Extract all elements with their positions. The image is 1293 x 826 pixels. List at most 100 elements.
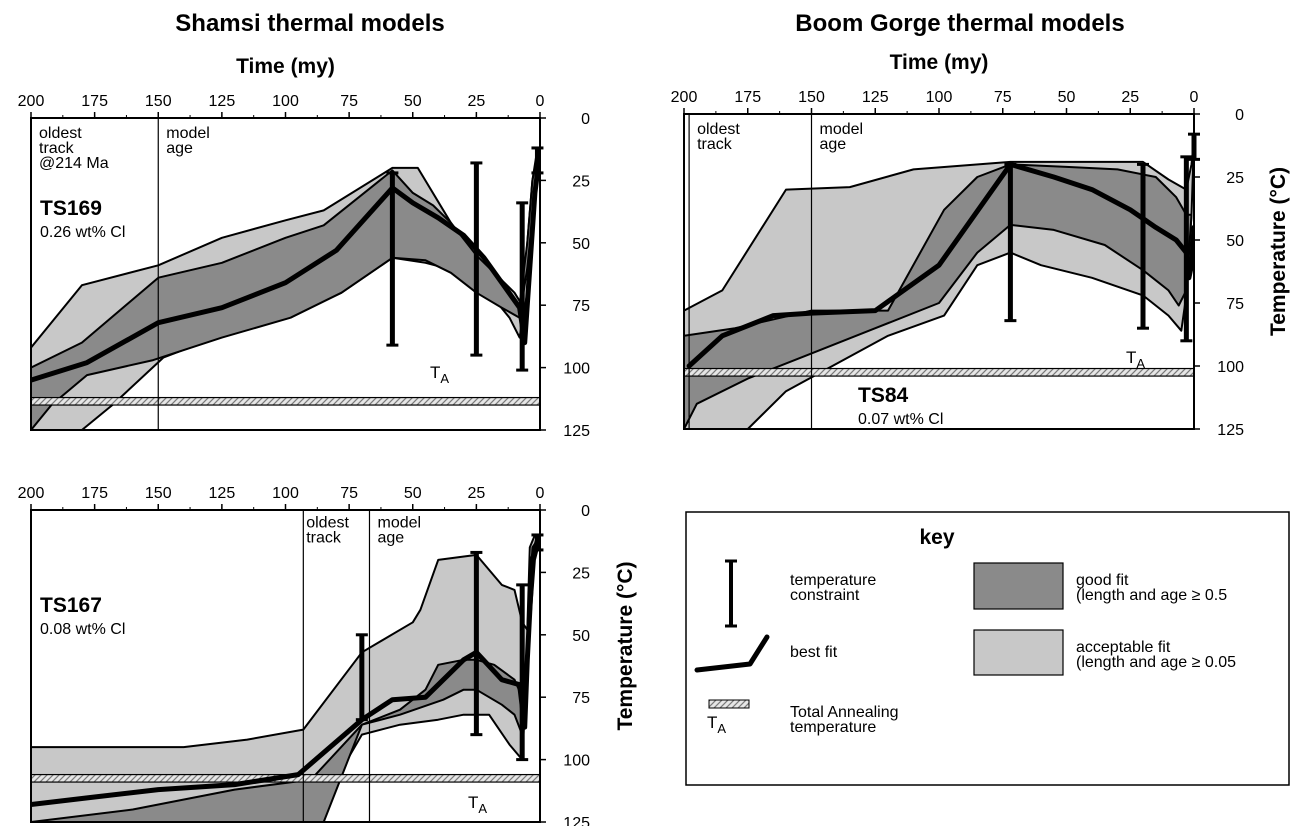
left-title: Shamsi thermal models — [175, 10, 445, 37]
annotation-text: age — [166, 140, 193, 157]
annealing-band — [31, 396, 540, 406]
temperature-constraint — [1137, 162, 1149, 330]
y-tick-label: 100 — [563, 361, 590, 378]
y-tick-label: 0 — [581, 111, 590, 128]
x-tick-label: 125 — [209, 485, 236, 502]
x-tick-label: 0 — [536, 93, 545, 110]
annotation-text: track — [306, 529, 342, 546]
annotation-text: age — [377, 529, 404, 546]
temperature-constraint — [1180, 155, 1193, 343]
chlorine-content: 0.26 wt% Cl — [40, 224, 125, 241]
annealing-label: TA — [1126, 348, 1145, 371]
annealing-subscript: A — [440, 371, 449, 386]
annealing-band — [684, 367, 1194, 377]
x-tick-label: 75 — [994, 89, 1012, 106]
y-tick-label: 25 — [1226, 170, 1244, 187]
y-tick-label: 25 — [572, 173, 590, 190]
y-axis-title: Temperature (°C) — [1267, 167, 1290, 336]
x-tick-label: 25 — [1121, 89, 1139, 106]
annealing-subscript: A — [1136, 356, 1145, 371]
sample-name: TS167 — [40, 594, 102, 617]
x-tick-label: 50 — [404, 485, 422, 502]
plot-area — [31, 510, 540, 822]
key-annealing-subscript: A — [717, 721, 726, 736]
x-tick-label: 150 — [145, 485, 172, 502]
y-tick-label: 125 — [563, 423, 590, 440]
temperature-constraint — [516, 201, 529, 372]
good-fit-area — [31, 539, 540, 822]
x-tick-label: 25 — [467, 485, 485, 502]
x-tick-label: 175 — [734, 89, 761, 106]
x-tick-label: 75 — [340, 93, 358, 110]
key-acceptable-fit-swatch — [973, 629, 1064, 676]
acceptable-fit-area — [31, 534, 540, 822]
x-axis-title: Time (my) — [236, 55, 335, 78]
x-tick-label: 200 — [18, 485, 45, 502]
x-tick-label: 175 — [81, 93, 108, 110]
y-axis-title: Temperature (°C) — [614, 561, 637, 730]
sample-name: TS169 — [40, 197, 102, 220]
key-annealing-swatch — [708, 699, 750, 709]
right-title: Boom Gorge thermal models — [795, 10, 1125, 37]
x-tick-label: 75 — [340, 485, 358, 502]
x-tick-label: 100 — [926, 89, 953, 106]
temperature-constraint — [355, 633, 368, 722]
x-tick-label: 200 — [671, 89, 698, 106]
key-title: key — [919, 526, 954, 549]
annealing-subscript: A — [478, 801, 487, 816]
annotation-text: track — [39, 140, 75, 157]
y-tick-label: 25 — [572, 565, 590, 582]
x-tick-label: 125 — [862, 89, 889, 106]
annotation-text: model — [166, 125, 210, 142]
plot-area — [31, 118, 540, 430]
x-tick-label: 150 — [145, 93, 172, 110]
y-tick-label: 75 — [572, 298, 590, 315]
key-constraint-label: temperature — [790, 572, 876, 589]
x-tick-label: 150 — [798, 89, 825, 106]
key-acceptable-fit-label: acceptable fit — [1076, 639, 1171, 656]
y-tick-label: 100 — [563, 753, 590, 770]
x-axis-title: Time (my) — [890, 51, 989, 74]
x-tick-label: 50 — [404, 93, 422, 110]
temperature-constraint — [531, 146, 544, 175]
annotation-text: @214 Ma — [39, 155, 109, 172]
y-tick-label: 75 — [1226, 296, 1244, 313]
x-tick-label: 175 — [81, 485, 108, 502]
x-tick-label: 100 — [272, 93, 299, 110]
x-tick-label: 0 — [1190, 89, 1199, 106]
chart-ts84: 200 175 150 125 100 75 50 25 00255075100125Time … — [671, 51, 1290, 439]
key-constraint-label: constraint — [790, 587, 860, 604]
temperature-constraint — [531, 533, 544, 552]
key-best-fit-line — [694, 634, 770, 673]
annotation-text: track — [697, 136, 733, 153]
temperature-constraint — [470, 161, 483, 357]
y-tick-label: 50 — [1226, 233, 1244, 250]
annotation-text: oldest — [697, 121, 740, 138]
chlorine-content: 0.08 wt% Cl — [40, 621, 125, 638]
key-acceptable-fit-label: (length and age ≥ 0.05 — [1076, 654, 1236, 671]
x-tick-label: 0 — [536, 485, 545, 502]
best-fit-line — [31, 150, 540, 383]
x-tick-label: 200 — [18, 93, 45, 110]
chart-ts167: 200 175 150 125 100 75 50 25 0 0 25 50 75 100 125 Tempe… — [18, 485, 637, 826]
x-tick-label: 25 — [467, 93, 485, 110]
y-tick-label: 100 — [1217, 359, 1244, 376]
key-good-fit-swatch — [973, 562, 1064, 610]
y-tick-label: 75 — [572, 690, 590, 707]
good-fit-area — [684, 163, 1193, 429]
annotation-text: oldest — [306, 514, 349, 531]
key-good-fit-label: (length and age ≥ 0.5 — [1076, 587, 1227, 604]
plot-area — [684, 114, 1194, 429]
y-tick-label: 0 — [581, 503, 590, 520]
y-tick-label: 125 — [1217, 422, 1244, 439]
x-tick-label: 50 — [1058, 89, 1076, 106]
chlorine-content: 0.07 wt% Cl — [858, 411, 943, 428]
annotation-text: model — [377, 514, 421, 531]
temperature-constraint — [516, 583, 529, 762]
temperature-constraint — [386, 171, 399, 347]
annotation-text: oldest — [39, 125, 82, 142]
sample-name: TS84 — [858, 384, 909, 407]
y-tick-label: 50 — [572, 628, 590, 645]
